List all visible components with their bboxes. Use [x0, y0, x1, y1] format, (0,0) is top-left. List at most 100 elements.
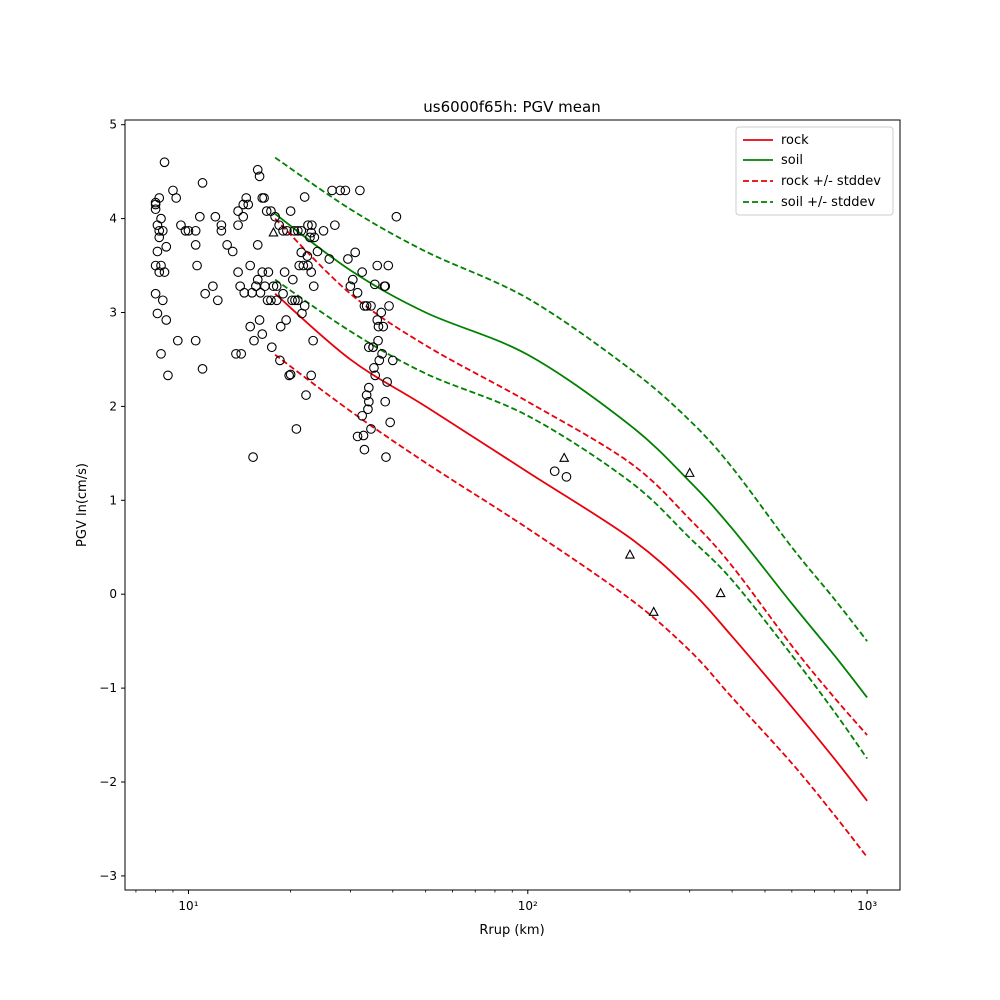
- data-point-circle: [369, 279, 380, 290]
- data-point-circle: [299, 301, 310, 311]
- data-point-circle: [159, 157, 170, 168]
- data-point-circle: [154, 232, 165, 243]
- data-point-circle: [361, 390, 372, 400]
- data-point-circle: [301, 390, 311, 400]
- legend-box: [735, 126, 894, 216]
- x-tick-label: 10³: [857, 899, 877, 913]
- data-point-circle: [270, 211, 280, 222]
- data-point-circle: [369, 363, 379, 373]
- plot-area: [150, 156, 868, 858]
- data-point-circle: [233, 220, 243, 231]
- data-point-circle: [271, 281, 282, 292]
- data-point-circle: [200, 288, 211, 299]
- data-point-circle: [308, 335, 318, 346]
- data-point-circle: [299, 192, 310, 202]
- data-point-circle: [183, 225, 194, 236]
- data-point-circle: [275, 355, 285, 366]
- data-point-circle: [290, 295, 300, 306]
- data-point-circle: [150, 204, 161, 215]
- data-point-circle: [266, 295, 276, 306]
- data-point-circle: [294, 260, 305, 271]
- data-point-circle: [233, 267, 243, 277]
- data-point-circle: [171, 193, 182, 203]
- legend-soil-stddev-label: soil +/- stddev: [781, 195, 876, 210]
- data-point-circle: [370, 370, 381, 381]
- data-point-circle: [363, 396, 374, 407]
- data-point-circle: [241, 193, 252, 203]
- data-point-circle: [271, 295, 282, 306]
- data-point-circle: [257, 267, 268, 277]
- data-point-circle: [381, 452, 391, 462]
- y-tick-label: −2: [99, 775, 117, 789]
- data-point-circle: [154, 267, 165, 277]
- data-point-triangle: [268, 226, 279, 237]
- data-point-circle: [259, 193, 269, 203]
- data-point-circle: [216, 220, 227, 231]
- data-point-circle: [343, 254, 353, 264]
- y-tick-label: 4: [109, 212, 117, 226]
- data-point-circle: [285, 206, 296, 216]
- data-point-circle: [152, 246, 163, 257]
- data-point-circle: [309, 232, 320, 243]
- data-point-circle: [327, 185, 337, 196]
- data-point-circle: [279, 267, 290, 277]
- data-point-circle: [302, 251, 313, 262]
- data-point-circle: [261, 206, 272, 216]
- series-line-rock-stddev: [274, 354, 868, 858]
- data-point-circle: [197, 178, 208, 188]
- data-point-circle: [312, 246, 323, 257]
- data-point-triangle: [684, 467, 695, 477]
- data-point-circle: [249, 335, 259, 346]
- data-point-circle: [330, 220, 340, 231]
- data-point-circle: [372, 315, 383, 325]
- data-point-circle: [289, 225, 300, 236]
- data-point-circle: [296, 225, 307, 236]
- data-point-circle: [152, 308, 163, 319]
- legend-soil-label: soil: [781, 153, 803, 168]
- y-axis-label: PGV ln(cm/s): [75, 463, 90, 547]
- data-point-circle: [359, 444, 370, 455]
- data-point-circle: [308, 281, 319, 292]
- data-point-circle: [150, 197, 161, 208]
- data-point-circle: [254, 171, 265, 182]
- data-point-triangle: [648, 606, 659, 616]
- data-point-circle: [340, 185, 351, 196]
- data-point-circle: [275, 321, 286, 332]
- y-tick-label: 0: [109, 587, 117, 601]
- data-point-circle: [190, 335, 201, 346]
- data-point-circle: [152, 220, 163, 231]
- x-tick-label: 10²: [518, 899, 538, 913]
- series-line-rock: [274, 293, 868, 802]
- data-point-circle: [305, 232, 315, 243]
- data-point-circle: [379, 281, 390, 292]
- data-point-circle: [222, 240, 232, 250]
- data-point-circle: [385, 417, 396, 428]
- data-point-circle: [159, 267, 170, 277]
- data-point-circle: [352, 431, 363, 442]
- data-point-circle: [368, 342, 378, 353]
- data-point-circle: [190, 225, 201, 236]
- data-point-circle: [236, 348, 247, 359]
- data-point-circle: [391, 211, 402, 222]
- data-point-circle: [212, 295, 223, 306]
- data-point-circle: [190, 240, 201, 250]
- data-point-circle: [284, 370, 295, 381]
- data-point-circle: [318, 225, 329, 236]
- data-point-circle: [263, 267, 274, 277]
- data-point-circle: [549, 466, 560, 477]
- data-point-circle: [384, 301, 394, 311]
- data-point-circle: [257, 329, 268, 339]
- data-point-circle: [252, 240, 263, 250]
- data-point-circle: [150, 288, 161, 299]
- data-point-circle: [247, 287, 257, 298]
- data-point-circle: [287, 295, 297, 306]
- data-point-circle: [376, 307, 387, 318]
- data-point-circle: [266, 342, 277, 353]
- data-point-circle: [292, 225, 303, 236]
- data-point-circle: [373, 321, 384, 332]
- data-point-circle: [306, 267, 317, 277]
- data-point-circle: [298, 260, 309, 271]
- data-point-circle: [561, 471, 572, 482]
- data-point-circle: [281, 315, 291, 325]
- data-point-circle: [374, 355, 385, 366]
